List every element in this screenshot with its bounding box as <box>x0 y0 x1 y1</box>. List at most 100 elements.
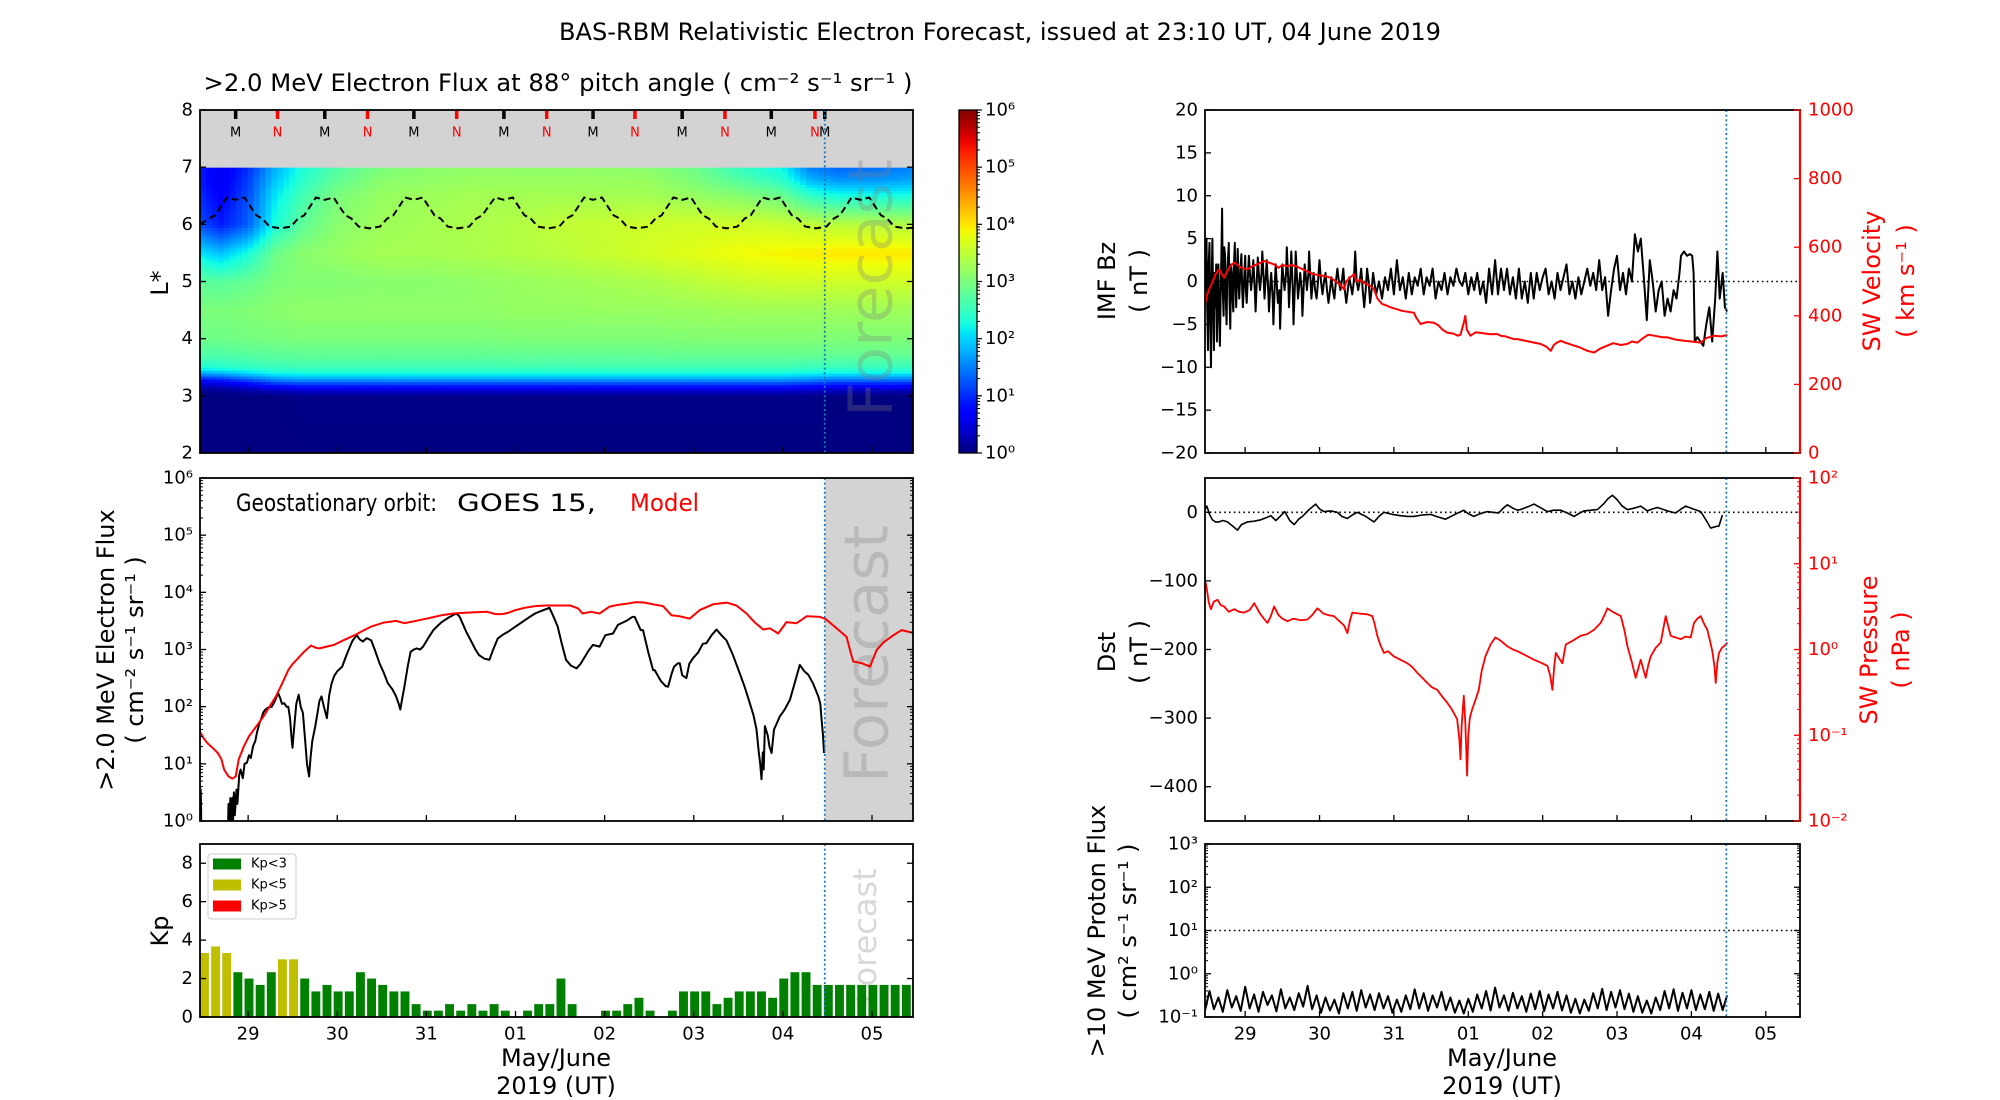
heatmap-cell <box>716 444 724 448</box>
heatmap-cell <box>669 392 677 397</box>
heatmap-cell <box>372 415 379 420</box>
heatmap-cell <box>538 407 546 411</box>
heatmap-cell <box>663 450 671 453</box>
heatmap-cell <box>907 410 913 414</box>
heatmap-cell <box>229 447 237 451</box>
heatmap-cell <box>235 387 243 391</box>
heatmap-cell <box>788 438 795 443</box>
heatmap-cell <box>473 401 480 406</box>
heatmap-cell <box>776 401 783 406</box>
heatmap-cell <box>722 412 730 417</box>
heatmap-cell <box>200 392 207 397</box>
heatmap-cell <box>259 427 267 431</box>
heatmap-cell <box>574 412 581 417</box>
heatmap-cell <box>609 390 617 394</box>
heatmap-cell <box>520 375 528 380</box>
heatmap-cell <box>663 444 671 448</box>
heatmap-cell <box>663 395 671 400</box>
heatmap-cell <box>520 450 528 453</box>
heatmap-cell <box>568 435 576 440</box>
heatmap-cell <box>491 421 498 426</box>
heatmap-cell <box>883 435 890 440</box>
heatmap-cell <box>883 418 890 423</box>
heatmap-cell <box>348 364 356 368</box>
heatmap-cell <box>473 430 480 434</box>
heatmap-cell <box>514 401 522 406</box>
heatmap-cell <box>425 404 433 408</box>
heatmap-cell <box>699 375 706 380</box>
heatmap-cell <box>301 395 308 400</box>
heatmap-cell <box>247 372 255 377</box>
heatmap-cell <box>687 450 694 453</box>
heatmap-cell <box>806 367 813 371</box>
heatmap-cell <box>354 410 362 414</box>
heatmap-cell <box>598 432 605 437</box>
heatmap-cell <box>366 398 374 403</box>
heatmap-cell <box>705 438 712 443</box>
heatmap-cell <box>681 401 688 406</box>
heatmap-cell <box>342 432 350 437</box>
heatmap-cell <box>384 401 391 406</box>
heatmap-cell <box>378 381 385 386</box>
heatmap-cell <box>431 407 439 411</box>
heatmap-cell <box>544 441 552 446</box>
heatmap-cell <box>901 438 908 443</box>
heatmap-cell <box>223 378 231 383</box>
heatmap-cell <box>764 418 772 423</box>
heatmap-cell <box>407 375 415 380</box>
heatmap-cell <box>384 390 391 394</box>
heatmap-cell <box>485 435 492 440</box>
heatmap-cell <box>247 387 255 391</box>
heatmap-cell <box>372 395 379 400</box>
heatmap-cell <box>289 372 296 377</box>
heatmap-cell <box>479 367 486 371</box>
heatmap-cell <box>360 412 368 417</box>
heatmap-cell <box>776 384 783 388</box>
heatmap-cell <box>681 418 688 423</box>
heatmap-cell <box>556 378 564 383</box>
heatmap-cell <box>621 447 629 451</box>
heatmap-cell <box>241 407 249 411</box>
heatmap-cell <box>568 372 576 377</box>
heatmap-cell <box>461 384 469 388</box>
heatmap-cell <box>437 401 445 406</box>
heatmap-cell <box>609 427 617 431</box>
heatmap-cell <box>205 435 213 440</box>
heatmap-cell <box>425 378 433 383</box>
heatmap-cell <box>604 404 611 408</box>
heatmap-cell <box>508 427 516 431</box>
heatmap-cell <box>657 364 665 368</box>
heatmap-cell <box>847 421 855 426</box>
heatmap-cell <box>200 401 207 406</box>
heatmap-cell <box>734 372 742 377</box>
heatmap-cell <box>312 372 320 377</box>
heatmap-cell <box>253 447 261 451</box>
heatmap-cell <box>847 447 855 451</box>
heatmap-cell <box>580 418 587 423</box>
heatmap-cell <box>413 441 421 446</box>
heatmap-cell <box>693 364 700 368</box>
heatmap-cell <box>645 375 653 380</box>
heatmap-cell <box>324 370 332 374</box>
heatmap-cell <box>324 427 332 431</box>
heatmap-cell <box>336 401 344 406</box>
heatmap-cell <box>871 450 879 453</box>
heatmap-cell <box>823 412 831 417</box>
heatmap-cell <box>633 398 641 403</box>
heatmap-cell <box>746 407 754 411</box>
heatmap-cell <box>283 370 290 374</box>
heatmap-cell <box>669 444 677 448</box>
heatmap-cell <box>330 392 338 397</box>
heatmap-cell <box>651 412 659 417</box>
heatmap-cell <box>437 407 445 411</box>
heatmap-cell <box>841 395 849 400</box>
heatmap-cell <box>514 392 522 397</box>
heatmap-cell <box>657 395 665 400</box>
heatmap-cell <box>592 412 599 417</box>
heatmap-cell <box>384 430 391 434</box>
heatmap-cell <box>437 415 445 420</box>
heatmap-cell <box>229 390 237 394</box>
heatmap-cell <box>901 372 908 377</box>
heatmap-cell <box>598 390 605 394</box>
heatmap-cell <box>800 384 807 388</box>
